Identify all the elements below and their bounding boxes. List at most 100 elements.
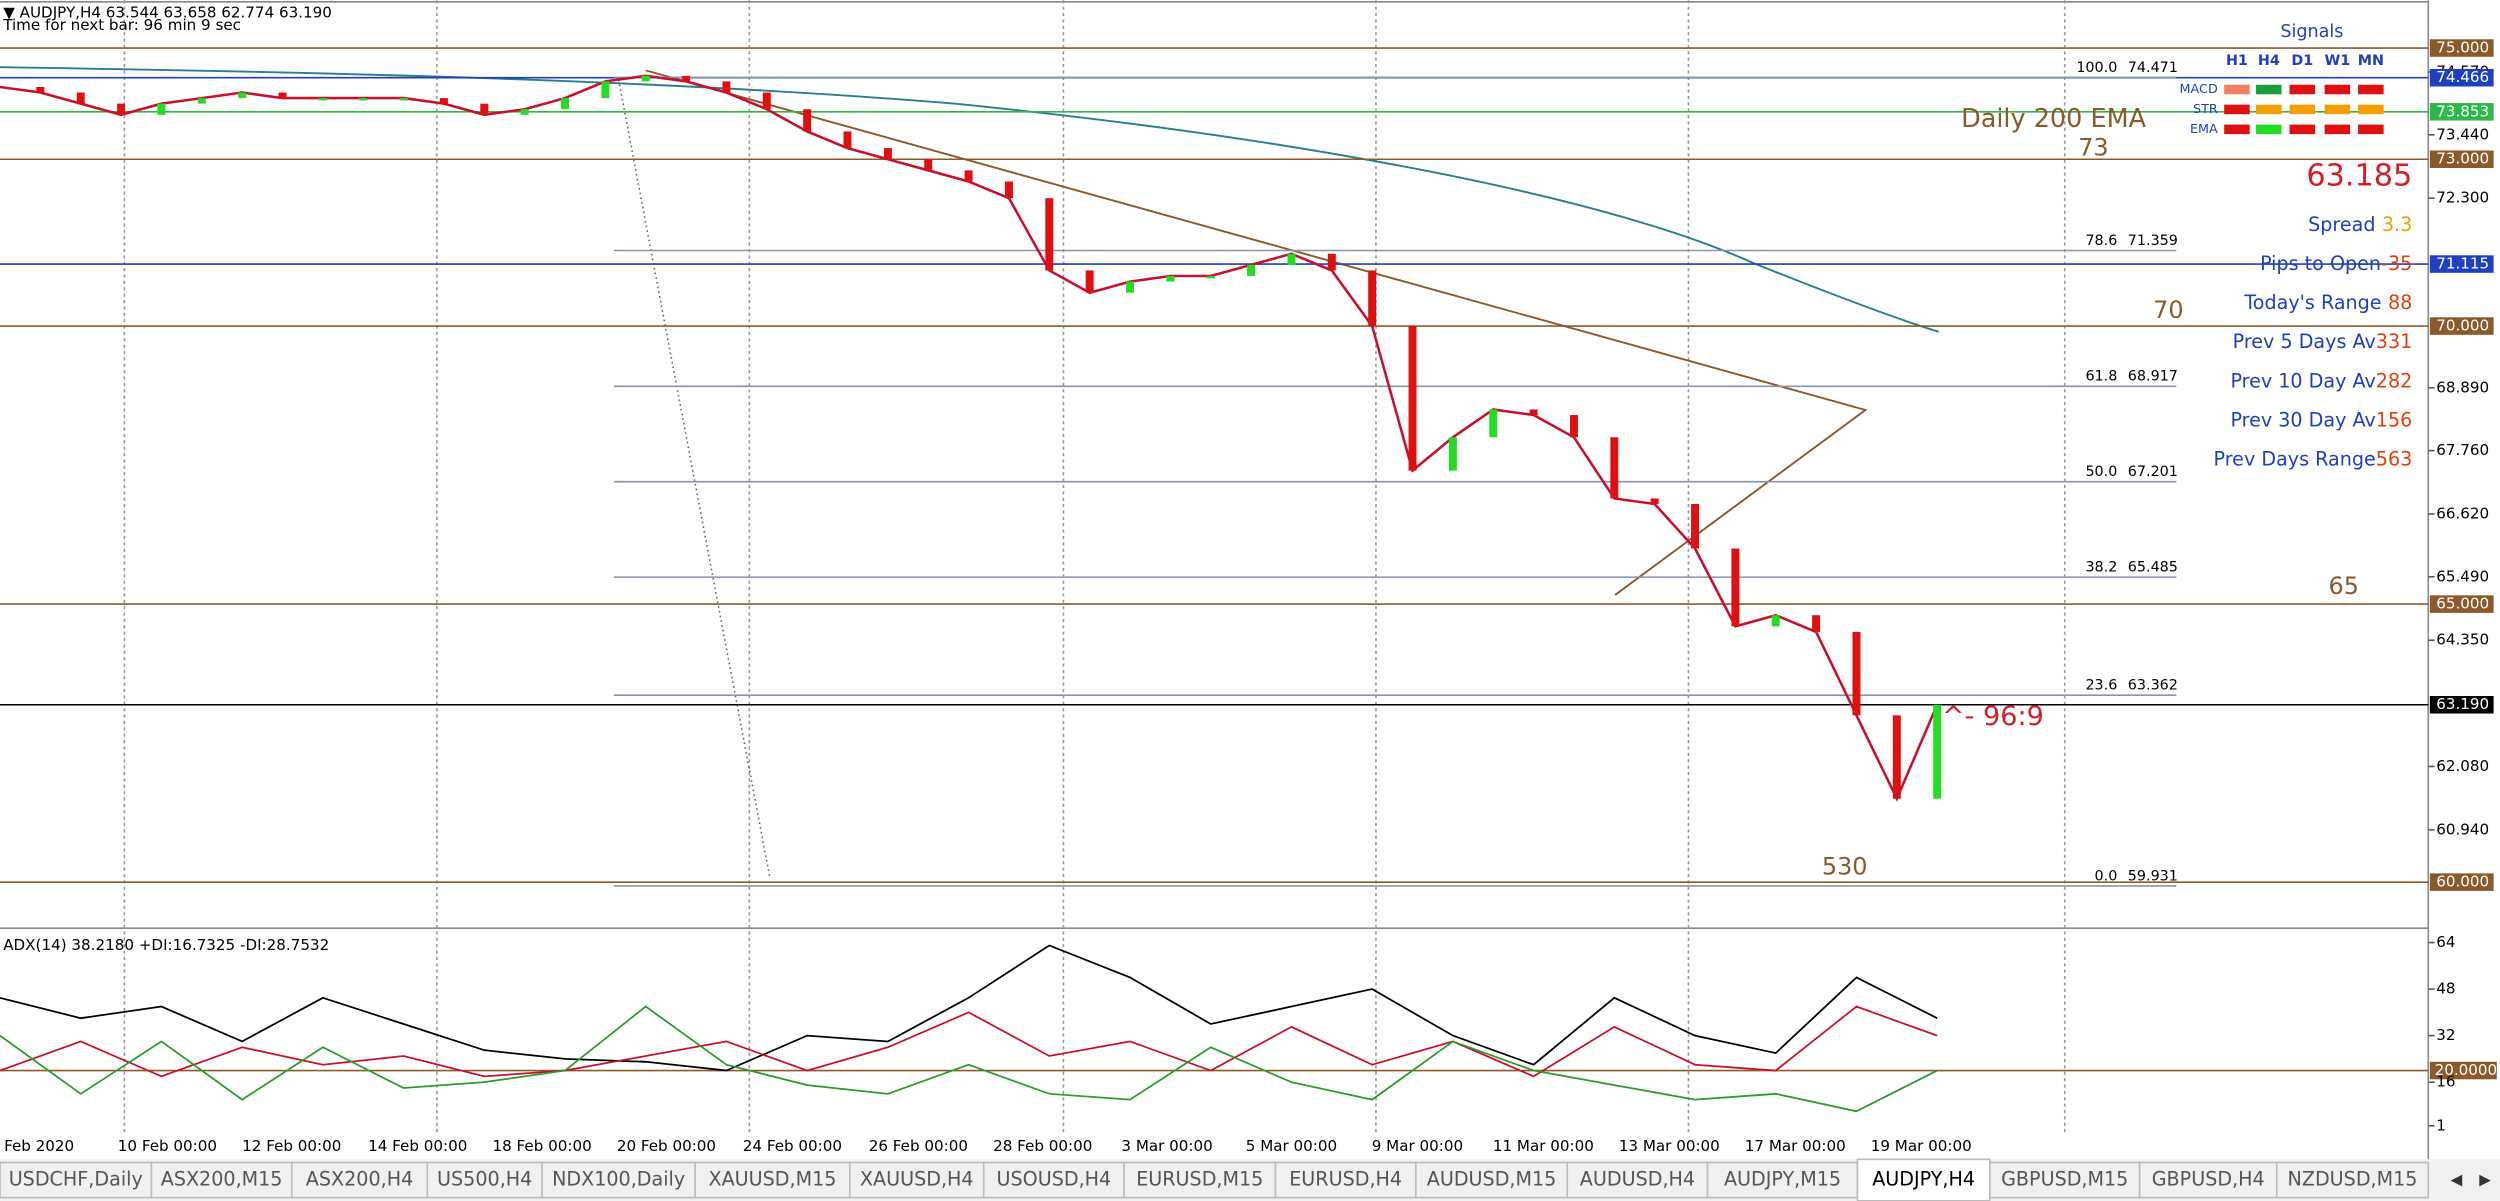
annotation: 65 — [2329, 572, 2359, 600]
stat: Spread 3.3 — [2308, 213, 2412, 236]
signal-cell — [2289, 124, 2316, 135]
tab-label[interactable]: GBPUSD,M15 — [2001, 1168, 2128, 1191]
tab-label[interactable]: XAUUSD,M15 — [708, 1168, 836, 1191]
x-tick-label: 11 Mar 00:00 — [1493, 1137, 1594, 1155]
candle — [1085, 270, 1094, 293]
candle — [843, 131, 852, 149]
timer: Time for next bar: 96 min 9 sec — [2, 16, 241, 34]
fib-pct: 0.0 — [2095, 868, 2118, 884]
tab-label[interactable]: USDCHF,Daily — [9, 1168, 143, 1191]
candle — [1247, 264, 1256, 277]
tab[interactable] — [1706, 1161, 1859, 1199]
tab[interactable] — [1123, 1161, 1277, 1199]
tab-label[interactable]: EURUSD,H4 — [1289, 1168, 1402, 1191]
tab[interactable] — [982, 1161, 1125, 1199]
tab-label[interactable]: XAUUSD,H4 — [860, 1168, 974, 1191]
stat-label: Prev 30 Day Av — [2230, 408, 2375, 431]
level-box — [2429, 1061, 2497, 1080]
tab[interactable] — [290, 1161, 429, 1199]
fib-pct: 38.2 — [2085, 560, 2117, 576]
fib-pct: 78.6 — [2085, 233, 2117, 249]
tab[interactable] — [426, 1161, 543, 1199]
tab[interactable] — [150, 1161, 293, 1199]
tab-label[interactable]: NZDUSD,M15 — [2288, 1168, 2418, 1191]
stat-label: Today's Range — [2243, 291, 2381, 314]
candle — [480, 103, 489, 115]
tab[interactable] — [1856, 1158, 1991, 1201]
signal-cell — [2324, 104, 2351, 115]
tab-label[interactable]: AUDJPY,H4 — [1872, 1168, 1975, 1191]
indicator-line — [0, 1005, 1938, 1113]
candle — [1933, 704, 1942, 799]
y-tick-label: 73.000 — [2436, 150, 2489, 168]
svg-text:▶: ▶ — [2479, 1171, 2491, 1189]
tab[interactable] — [541, 1161, 696, 1199]
tab-label[interactable]: ASX200,M15 — [161, 1168, 283, 1191]
tab[interactable] — [1566, 1161, 1709, 1199]
candle — [682, 75, 691, 82]
candle — [1569, 415, 1578, 438]
adx-header: ADX(14) 38.2180 +DI:16.7325 -DI:28.7532 — [3, 936, 329, 954]
signal-cell — [2358, 104, 2384, 115]
signal-cell — [2358, 84, 2384, 95]
annotation: 530 — [1822, 853, 1868, 881]
signal-cell — [2358, 124, 2384, 135]
y-tick-label: 20.0000 — [2435, 1061, 2498, 1079]
y-tick-label: 16 — [2436, 1073, 2455, 1091]
x-tick-label: 24 Feb 00:00 — [743, 1137, 842, 1155]
signal-col: MN — [2358, 53, 2384, 69]
y-tick-label: 66.620 — [2436, 505, 2489, 523]
tab-label[interactable]: GBPUSD,H4 — [2152, 1168, 2265, 1191]
candle — [722, 81, 731, 93]
candle — [1610, 437, 1619, 499]
x-tick-label: 12 Feb 00:00 — [242, 1137, 341, 1155]
candle — [238, 92, 247, 99]
y-tick-label: 65.490 — [2436, 567, 2489, 585]
candle — [1489, 409, 1498, 438]
tab[interactable] — [2138, 1161, 2278, 1199]
tab-bar: ◀ ▶ USDCHF,Daily ASX200,M15 ASX200,H4 US500,H… — [0, 1158, 2500, 1201]
y-tick-label: 75.000 — [2436, 39, 2489, 57]
fib-pct: 23.6 — [2085, 678, 2117, 694]
y-tick-label: 1 — [2436, 1116, 2446, 1134]
y-tick-label: 67.760 — [2436, 441, 2489, 459]
svg-text:◀: ◀ — [2451, 1171, 2463, 1189]
tab[interactable] — [849, 1161, 985, 1199]
fib-price: 63.362 — [2128, 678, 2178, 694]
fib-price: 59.931 — [2128, 868, 2178, 884]
candle — [1691, 504, 1700, 549]
tab[interactable] — [1988, 1161, 2141, 1199]
fib-pct: 61.8 — [2085, 369, 2117, 385]
candle — [641, 75, 650, 82]
x-tick-label: 5 Mar 00:00 — [1246, 1137, 1337, 1155]
stat: Today's Range 88 — [2243, 291, 2412, 314]
y-tick-label: 68.890 — [2436, 378, 2489, 396]
signal-cell — [2289, 84, 2316, 95]
stat: Prev Days Range563 — [2214, 447, 2413, 470]
tab-label[interactable]: EURUSD,M15 — [1136, 1168, 1263, 1191]
candle — [197, 98, 206, 104]
tab-label[interactable]: NDX100,Daily — [552, 1168, 685, 1191]
tab[interactable] — [1274, 1161, 1417, 1199]
tab-label[interactable]: AUDJPY,M15 — [1724, 1168, 1841, 1191]
tab-label[interactable]: AUDUSD,H4 — [1580, 1168, 1695, 1191]
signal-cell — [2224, 124, 2250, 135]
annotation: 73 — [2078, 133, 2108, 161]
candle — [1045, 198, 1054, 271]
stat-value: -35 — [2381, 252, 2412, 275]
tab[interactable] — [694, 1161, 851, 1199]
y-tick-label: 62.080 — [2436, 757, 2489, 775]
candle — [1448, 437, 1457, 471]
x-tick-label: 26 Feb 00:00 — [869, 1137, 968, 1155]
tab-label[interactable]: US500,H4 — [437, 1168, 532, 1191]
y-tick-label: 71.115 — [2436, 255, 2489, 273]
x-tick-label: 14 Feb 00:00 — [368, 1137, 467, 1155]
tab-label[interactable]: AUDUSD,M15 — [1427, 1168, 1557, 1191]
indicator-line — [0, 944, 1938, 1072]
tab[interactable] — [2275, 1161, 2430, 1199]
tab-label[interactable]: ASX200,H4 — [306, 1168, 413, 1191]
tab[interactable] — [0, 1161, 153, 1199]
x-tick-label: 17 Mar 00:00 — [1745, 1137, 1846, 1155]
tab-label[interactable]: USOUSD,H4 — [997, 1168, 1112, 1191]
